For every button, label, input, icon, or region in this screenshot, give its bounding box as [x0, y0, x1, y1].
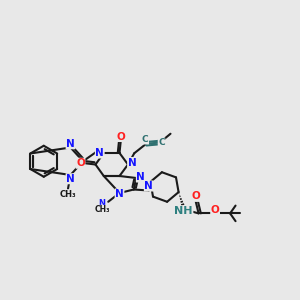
Text: O: O — [211, 206, 220, 215]
Text: O: O — [116, 131, 125, 142]
Text: N: N — [98, 199, 106, 208]
Text: N: N — [95, 148, 104, 158]
Text: O: O — [76, 158, 85, 168]
Text: NH: NH — [174, 206, 193, 216]
Text: N: N — [115, 189, 124, 199]
Text: C: C — [158, 138, 165, 147]
Text: C: C — [142, 135, 148, 144]
Text: N: N — [66, 139, 75, 149]
Text: CH₃: CH₃ — [94, 205, 110, 214]
Text: N: N — [136, 172, 145, 182]
Text: CH₃: CH₃ — [60, 190, 76, 199]
Text: N: N — [144, 181, 153, 191]
Text: N: N — [66, 174, 75, 184]
Text: O: O — [191, 191, 200, 201]
Text: N: N — [128, 158, 136, 167]
